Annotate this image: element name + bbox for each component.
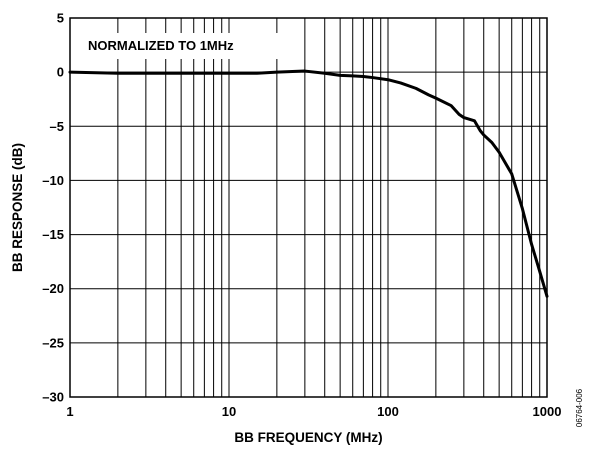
y-tick-label: –30 — [42, 390, 64, 405]
y-tick-label: 5 — [57, 11, 64, 26]
x-tick-labels: 1 10 100 1000 — [66, 404, 561, 419]
x-axis-title: BB FREQUENCY (MHz) — [234, 430, 382, 445]
y-tick-label: –20 — [42, 281, 64, 296]
y-tick-label: –5 — [50, 119, 64, 134]
y-tick-label: –10 — [42, 173, 64, 188]
grid — [70, 18, 547, 397]
y-axis-title: BB RESPONSE (dB) — [10, 143, 25, 272]
figure-code-label: 06764-006 — [575, 388, 584, 427]
x-tick-label: 10 — [222, 404, 236, 419]
x-tick-label: 1 — [66, 404, 73, 419]
annotation-label: NORMALIZED TO 1MHz — [88, 38, 234, 53]
y-tick-label: –25 — [42, 335, 64, 350]
response-curve — [68, 69, 549, 298]
x-tick-label: 1000 — [533, 404, 562, 419]
data-lines — [68, 69, 549, 298]
plot-area — [69, 17, 548, 398]
annotation-background — [80, 33, 280, 59]
x-tick-label: 100 — [377, 404, 399, 419]
y-tick-label: 0 — [57, 65, 64, 80]
y-tick-labels: 5 0 –5 –10 –15 –20 –25 –30 — [42, 11, 64, 405]
y-tick-label: –15 — [42, 227, 64, 242]
